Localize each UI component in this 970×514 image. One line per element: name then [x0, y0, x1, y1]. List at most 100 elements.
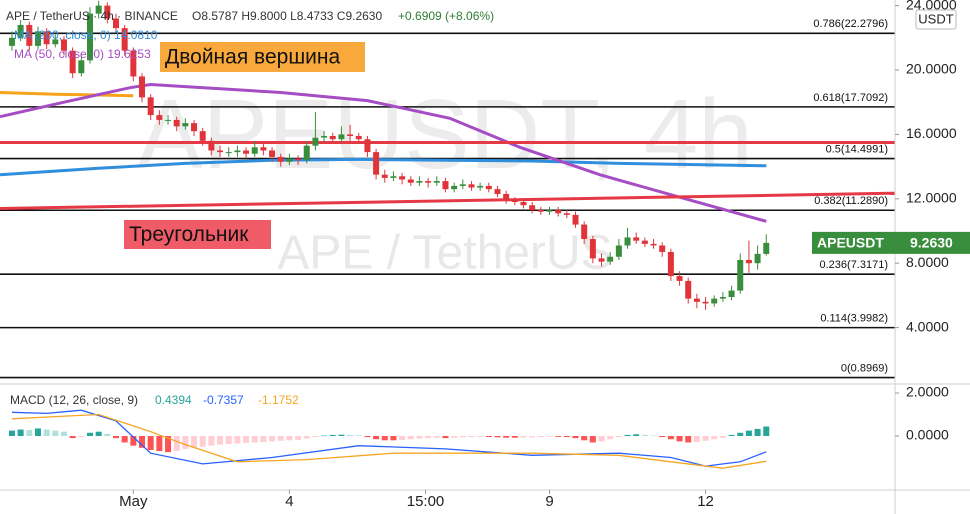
macd-histogram-bar [485, 435, 492, 438]
macd-histogram-bar [277, 435, 284, 441]
macd-histogram-bar [529, 435, 536, 438]
macd-histogram-bar [364, 435, 371, 438]
macd-histogram-bar [69, 435, 76, 439]
y-tick-label: 24.0000 [906, 0, 957, 12]
x-tick-label: 9 [545, 493, 553, 510]
macd-histogram-bar [312, 435, 319, 438]
candle-body [60, 39, 67, 51]
candle-body [659, 245, 666, 252]
macd-histogram-bar [347, 434, 354, 436]
candle-body [17, 24, 24, 38]
candle-body [537, 210, 544, 212]
macd-histogram-bar [763, 426, 770, 436]
candle-body [86, 13, 93, 61]
macd-histogram-bar [121, 435, 128, 443]
candle-body [459, 184, 466, 186]
macd-histogram-bar [329, 434, 336, 436]
candle-body [52, 39, 59, 45]
watermark: APEUSDT, 4h [137, 79, 752, 189]
macd-histogram-bar [17, 429, 24, 436]
annotation-text: Двойная вершина [165, 46, 340, 69]
y-tick-label: 12.0000 [906, 190, 957, 206]
candle-body [338, 134, 345, 140]
macd-histogram-bar [633, 434, 640, 436]
macd-histogram-bar [113, 435, 120, 439]
candle-body [329, 136, 336, 140]
candle-body [173, 119, 180, 127]
macd-histogram-bar [563, 435, 570, 438]
annotation-box [124, 220, 271, 249]
unit-box [915, 9, 957, 30]
macd-histogram-bar [295, 435, 302, 440]
candle-body [303, 145, 310, 161]
macd-histogram-bar [130, 435, 137, 446]
candle-body [719, 297, 726, 299]
y-tick-label: 2.0000 [906, 384, 949, 400]
candle-body [139, 76, 146, 98]
macd-histogram-bar [546, 435, 553, 437]
candle-body [589, 239, 596, 259]
macd-histogram-bar [659, 435, 666, 438]
legend-ma50: MA (50, close, 0) 19.6253 [14, 47, 151, 61]
macd-histogram-bar [555, 435, 562, 437]
macd-histogram-bar [286, 435, 293, 441]
candle-body [225, 152, 232, 154]
macd-histogram-bar [43, 429, 50, 436]
candle-body [8, 37, 15, 46]
candle-body [641, 240, 648, 244]
candle-body [165, 119, 172, 121]
y-tick-label: 4.0000 [906, 318, 949, 334]
candle-body [546, 210, 553, 212]
candle-body [95, 5, 102, 14]
candle-body [754, 253, 761, 264]
x-tick-label: 12 [697, 493, 714, 510]
candle-body [121, 28, 128, 51]
legend-symbol: APE / TetherUS · 4h · BINANCE [6, 9, 178, 23]
candle-body [555, 210, 562, 214]
macd-histogram-bar [303, 435, 310, 439]
macd-histogram-bar [156, 435, 163, 452]
axis-unit: USDT [918, 11, 953, 26]
candle-body [269, 150, 276, 157]
candle-body [156, 115, 163, 120]
candle-body [312, 137, 319, 146]
macd-histogram-bar [719, 435, 726, 438]
macd-histogram-bar [745, 430, 752, 436]
candle-body [485, 185, 492, 190]
macd-histogram-bar [399, 435, 406, 440]
macd-histogram-bar [711, 435, 718, 440]
candle-body [347, 134, 354, 137]
macd-histogram-bar [520, 435, 527, 438]
macd-histogram-bar [78, 435, 85, 438]
macd-value: -0.7357 [203, 393, 244, 407]
candle-body [390, 176, 397, 178]
macd-histogram-bar [607, 435, 614, 440]
macd-histogram-bar [407, 435, 414, 440]
macd-histogram-bar [8, 430, 15, 436]
macd-histogram-bar [754, 428, 761, 436]
candle-body [650, 243, 657, 246]
fib-label: 0.236(7.3171) [820, 259, 889, 271]
macd-histogram-bar [685, 435, 692, 443]
macd-histogram-bar [381, 435, 388, 441]
macd-pane [8, 409, 770, 469]
candle-body [295, 158, 302, 161]
macd-histogram-bar [165, 435, 172, 453]
macd-histogram-bar [243, 435, 250, 443]
candle-body [399, 176, 406, 180]
fib-label: 0.114(3.9982) [820, 313, 888, 325]
candle-body [737, 259, 744, 291]
macd-histogram-bar [442, 435, 449, 439]
candle-body [520, 202, 527, 206]
macd-histogram-bar [373, 435, 380, 440]
candle-body [104, 5, 111, 19]
candle-body [191, 123, 198, 132]
candle-body [251, 147, 258, 154]
macd-histogram-bar [95, 431, 102, 436]
candle-body [182, 123, 189, 127]
candle-body [511, 200, 518, 203]
candle-body [364, 139, 371, 153]
annotation-box [160, 42, 365, 72]
candle-body [494, 189, 501, 194]
